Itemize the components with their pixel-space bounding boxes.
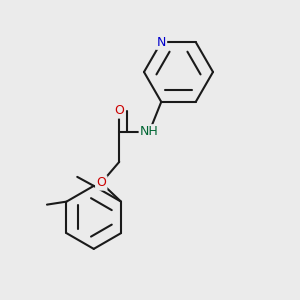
Text: N: N (157, 36, 166, 49)
Text: NH: NH (140, 125, 159, 138)
Text: O: O (114, 104, 124, 117)
Text: O: O (96, 176, 106, 189)
